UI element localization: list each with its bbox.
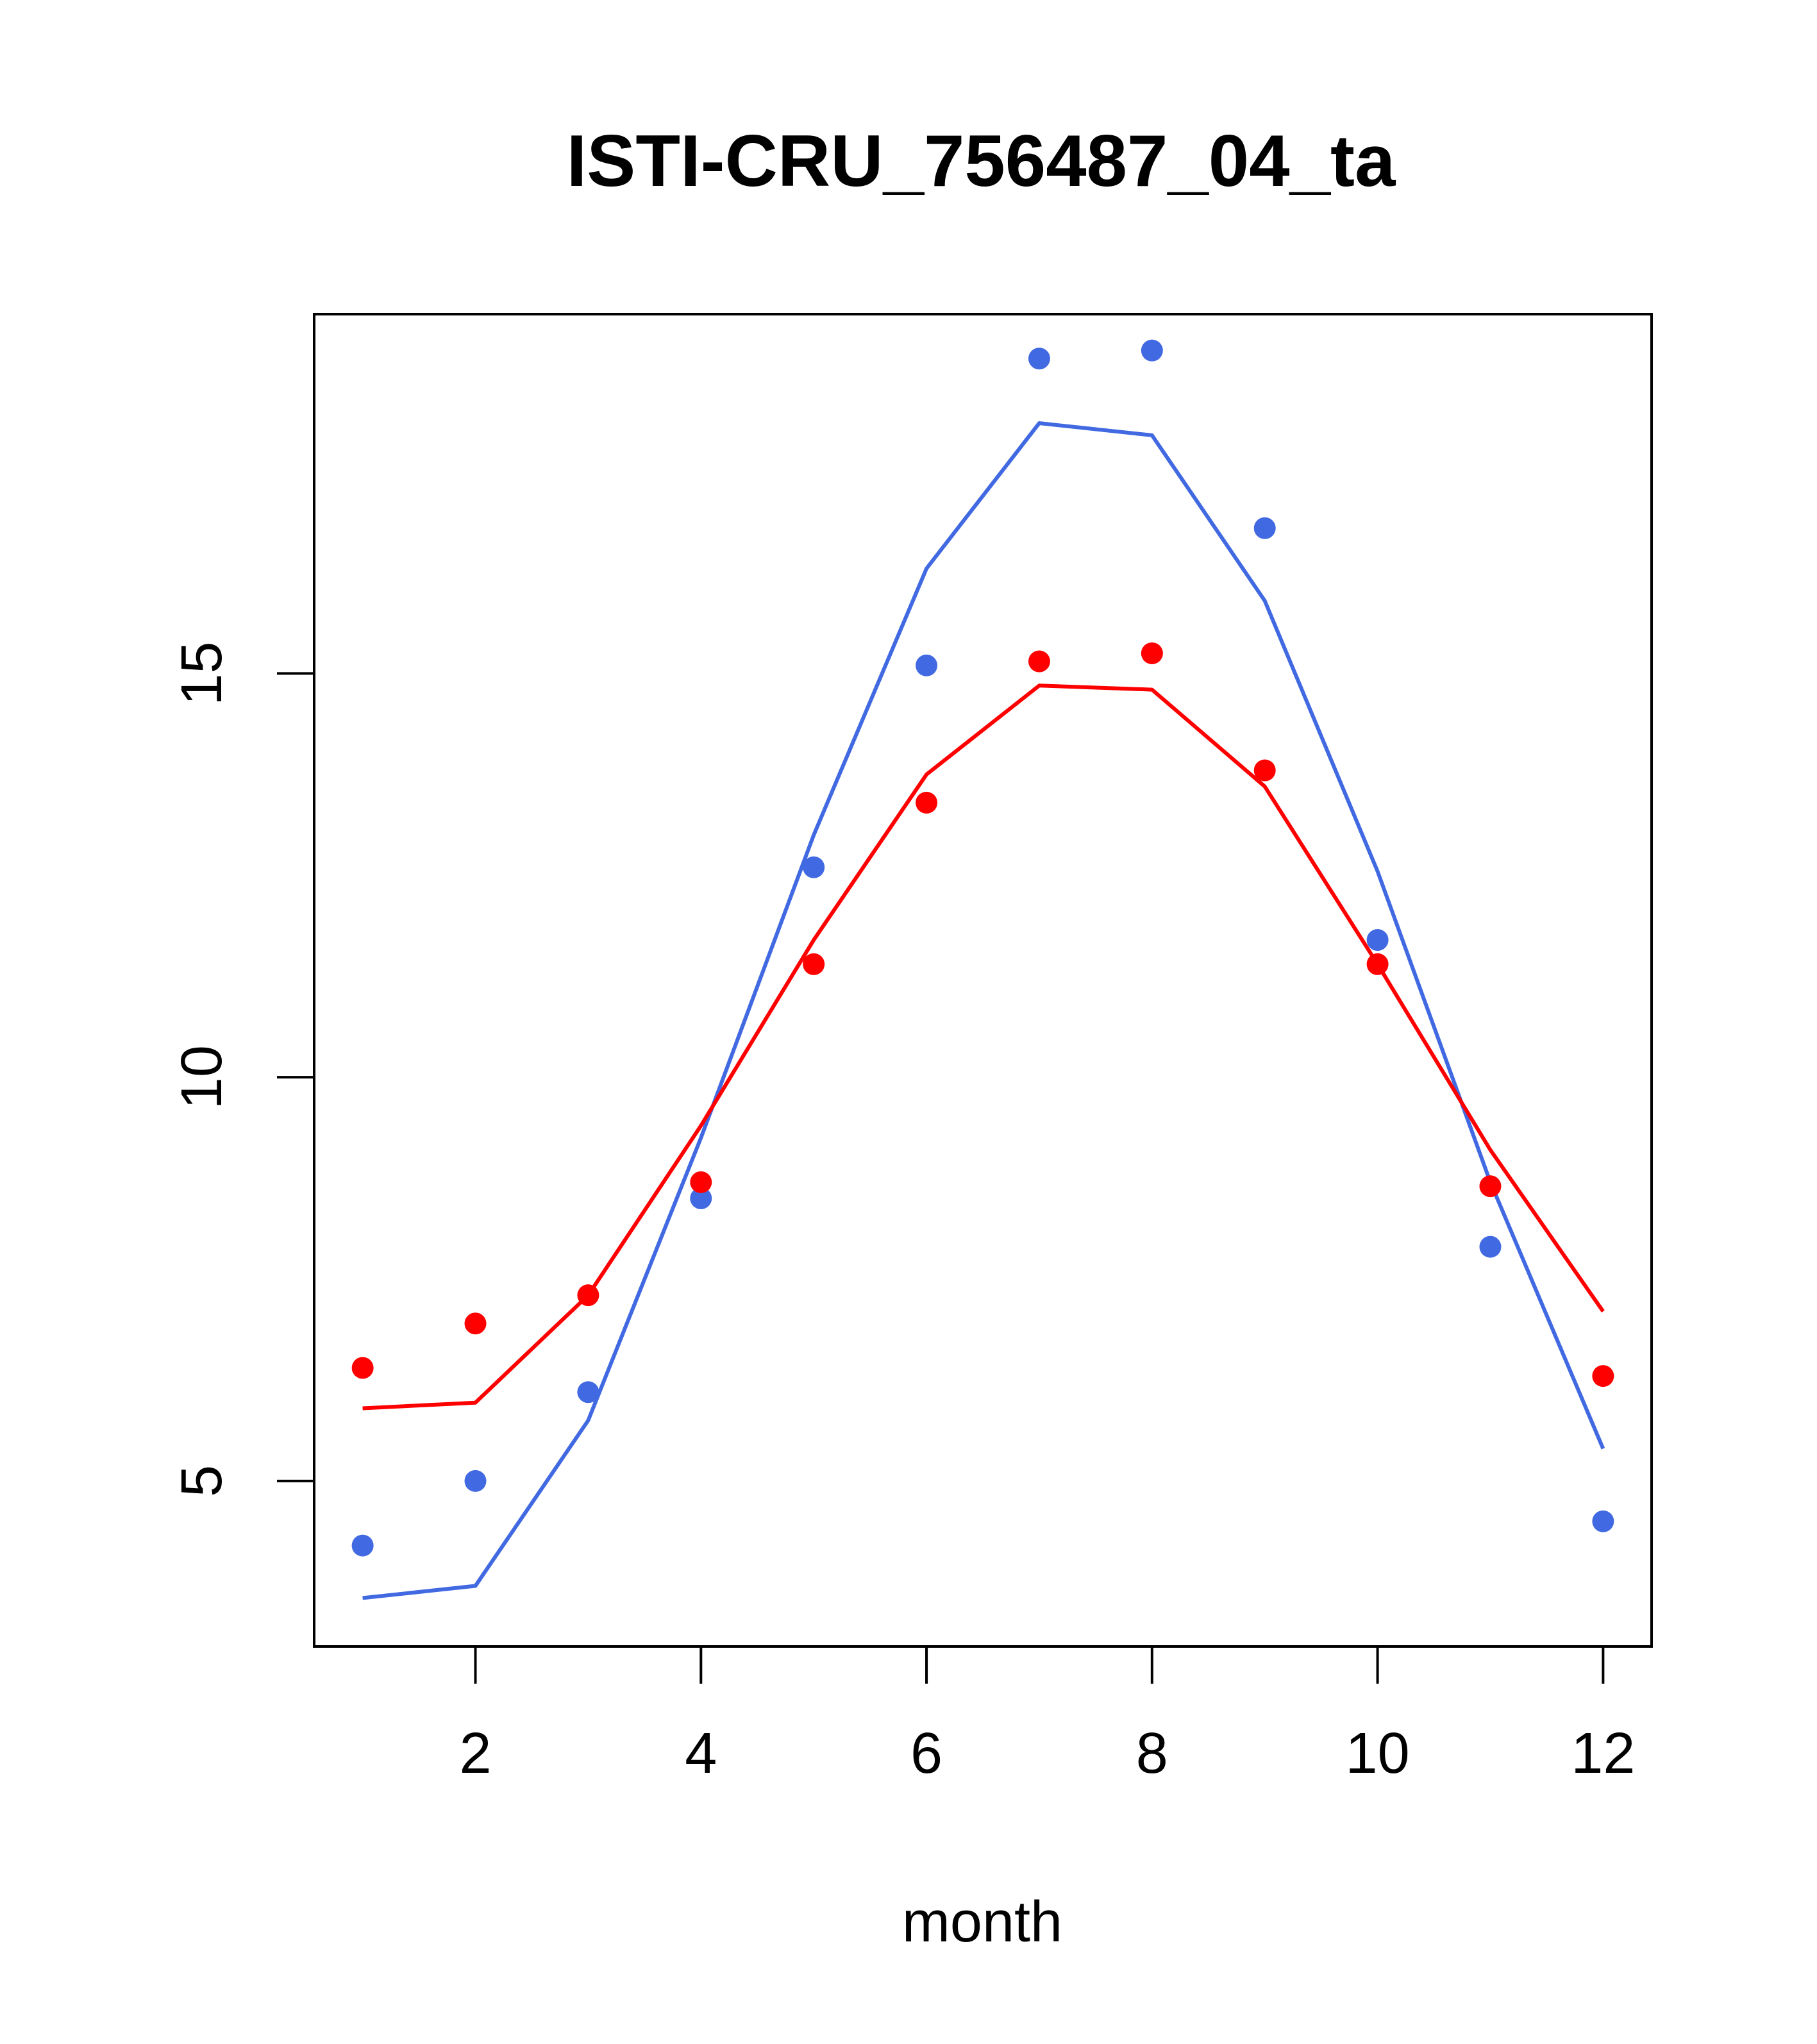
red-data-point (1028, 650, 1050, 673)
red-data-point (464, 1312, 487, 1335)
red-series-line (362, 683, 1605, 1411)
red-data-point (916, 791, 938, 814)
blue-data-point (577, 1381, 599, 1403)
red-data-point (1592, 1365, 1614, 1387)
blue-data-point (464, 1470, 487, 1492)
y-tick-label: 15 (170, 641, 234, 705)
x-axis: 2 4 6 8 10 12 (459, 1645, 1635, 1786)
x-tick-label: 4 (685, 1721, 717, 1786)
red-data-point (1141, 642, 1163, 664)
blue-series-line (362, 421, 1605, 1600)
plot-frame (313, 313, 1653, 1648)
x-tick-label: 10 (1346, 1721, 1410, 1786)
blue-data-point (1479, 1236, 1502, 1258)
red-data-point (690, 1171, 712, 1193)
blue-data-point (803, 856, 825, 878)
red-data-point (803, 953, 825, 975)
red-data-point (351, 1357, 374, 1379)
x-tick-label: 2 (459, 1721, 491, 1786)
blue-data-point (1253, 517, 1276, 539)
blue-data-point (690, 1187, 712, 1210)
y-tick-label: 5 (170, 1465, 234, 1497)
blue-data-point (1028, 348, 1050, 370)
red-data-point (1479, 1175, 1502, 1198)
red-data-point (1253, 759, 1276, 782)
series-layer (351, 339, 1614, 1600)
x-tick-label: 8 (1136, 1721, 1168, 1786)
y-axis: 5 10 15 (170, 641, 315, 1497)
chart-title: ISTI-CRU_756487_04_ta (567, 121, 1396, 202)
blue-data-point (1141, 339, 1163, 362)
blue-data-point (1592, 1510, 1614, 1532)
blue-data-point (351, 1534, 374, 1557)
x-tick-label: 6 (910, 1721, 942, 1786)
x-tick-label: 12 (1571, 1721, 1635, 1786)
y-tick-label: 10 (170, 1045, 234, 1109)
blue-data-point (1366, 929, 1389, 951)
x-axis-label: month (902, 1890, 1062, 1954)
blue-data-point (916, 654, 938, 676)
